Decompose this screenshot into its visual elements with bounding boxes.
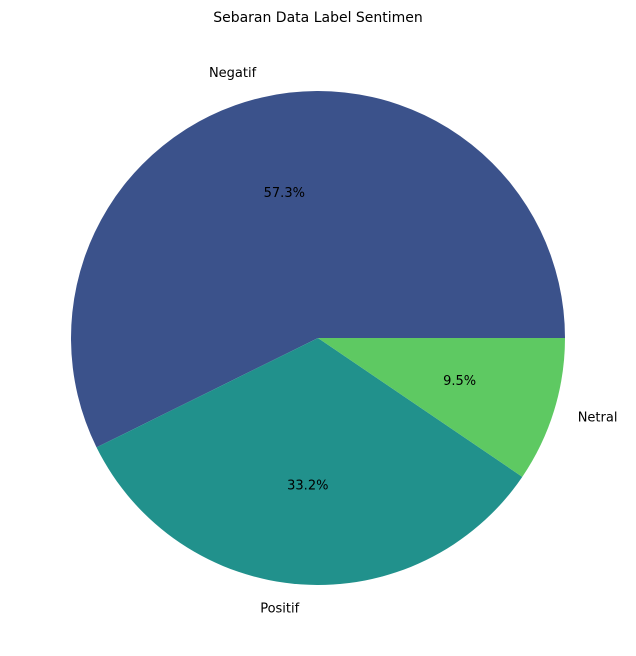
pie-slice-netral [318, 338, 565, 477]
slice-label-netral: Netral [578, 410, 618, 425]
pie-slice-positif [96, 338, 523, 585]
slice-percent-netral: 9.5% [443, 374, 476, 389]
chart-title: Sebaran Data Label Sentimen [213, 10, 423, 26]
slice-label-negatif: Negatif [209, 66, 257, 81]
pie-slice-negatif [70, 90, 565, 448]
slice-label-positif: Positif [260, 602, 299, 617]
pie-slices [70, 90, 565, 585]
slice-percent-negatif: 57.3% [264, 186, 305, 201]
slice-percent-positif: 33.2% [287, 478, 328, 493]
pie-labels: Negatif 57.3% Positif 33.2% Netral 9.5% [209, 66, 617, 617]
